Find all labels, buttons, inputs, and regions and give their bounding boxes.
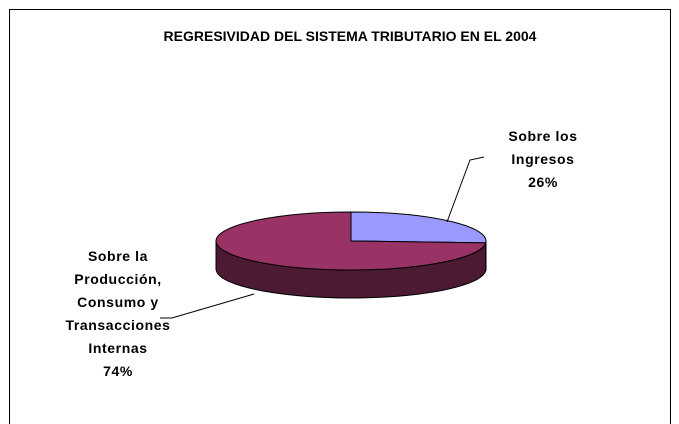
slice <box>350 211 487 244</box>
slice-label: Sobre los Ingresos 26% <box>478 125 608 194</box>
leader-line <box>446 156 485 223</box>
value-label: 26% <box>528 174 558 190</box>
value-label: 74% <box>103 363 133 379</box>
category-label: Sobre la Producción, Consumo y Transacci… <box>65 248 171 356</box>
leader-line <box>160 293 255 319</box>
slice <box>215 211 487 271</box>
chart-title: REGRESIVIDAD DEL SISTEMA TRIBUTARIO EN E… <box>163 28 537 44</box>
slice-label: Sobre la Producción, Consumo y Transacci… <box>62 245 174 383</box>
category-label: Sobre los Ingresos <box>508 128 578 167</box>
